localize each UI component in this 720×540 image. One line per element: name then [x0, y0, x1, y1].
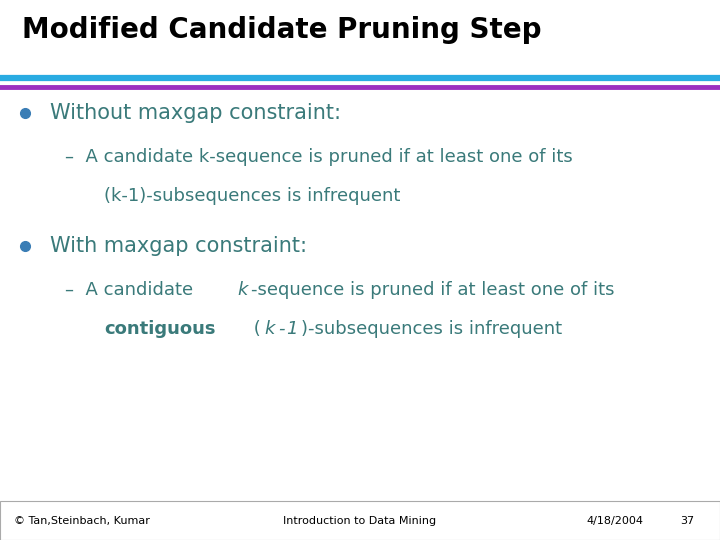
Text: 1: 1	[287, 320, 298, 338]
Text: Without maxgap constraint:: Without maxgap constraint:	[50, 103, 341, 124]
Text: (: (	[248, 320, 261, 338]
Text: contiguous: contiguous	[104, 320, 216, 338]
Text: –  A candidate k-sequence is pruned if at least one of its: – A candidate k-sequence is pruned if at…	[65, 148, 572, 166]
Text: Modified Candidate Pruning Step: Modified Candidate Pruning Step	[22, 16, 541, 44]
Text: © Tan,Steinbach, Kumar: © Tan,Steinbach, Kumar	[14, 516, 150, 525]
Bar	[0, 501, 720, 540]
Text: With maxgap constraint:: With maxgap constraint:	[50, 235, 307, 256]
Text: -: -	[278, 320, 284, 338]
Text: 37: 37	[680, 516, 695, 525]
Text: k: k	[238, 281, 248, 299]
Text: Introduction to Data Mining: Introduction to Data Mining	[284, 516, 436, 525]
Text: 4/18/2004: 4/18/2004	[587, 516, 644, 525]
Text: -sequence is pruned if at least one of its: -sequence is pruned if at least one of i…	[251, 281, 614, 299]
Text: k: k	[265, 320, 275, 338]
Text: )-subsequences is infrequent: )-subsequences is infrequent	[302, 320, 562, 338]
Text: (k-1)-subsequences is infrequent: (k-1)-subsequences is infrequent	[104, 187, 401, 205]
Text: –  A candidate: – A candidate	[65, 281, 199, 299]
